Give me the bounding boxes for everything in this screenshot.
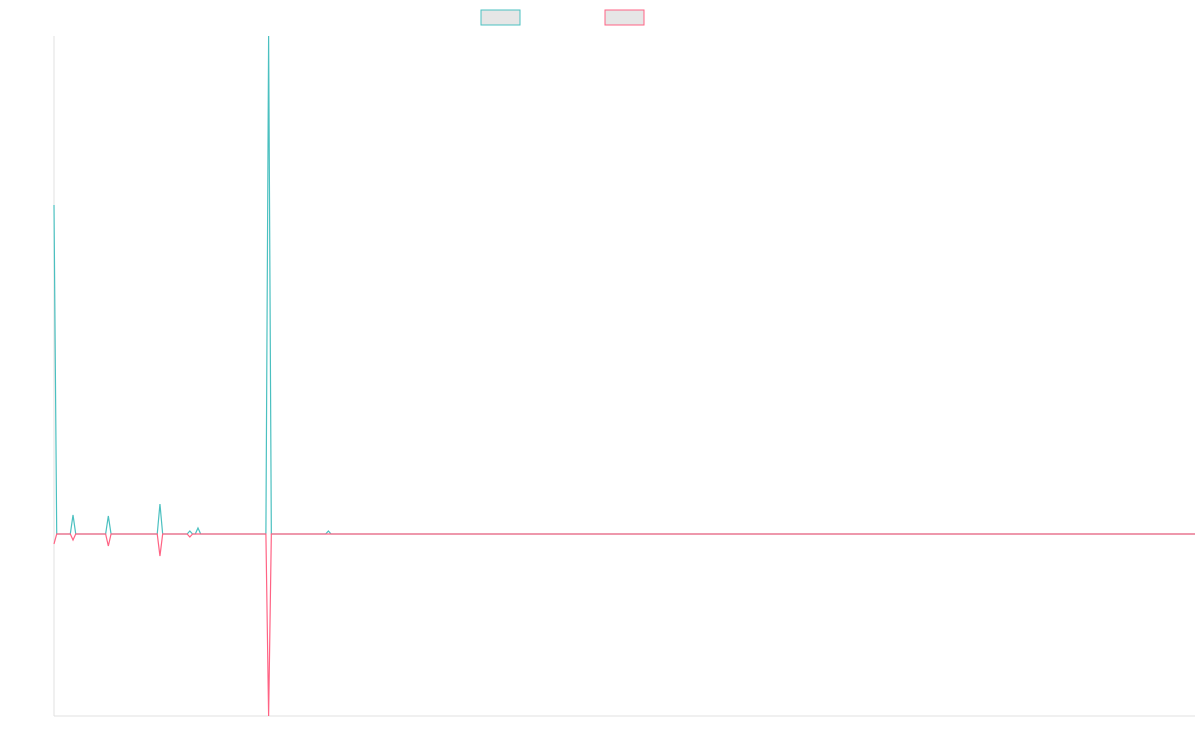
series-line (53, 35, 1195, 535)
legend-swatch (604, 9, 645, 26)
series-line (53, 533, 1195, 717)
legend-swatch (480, 9, 521, 26)
